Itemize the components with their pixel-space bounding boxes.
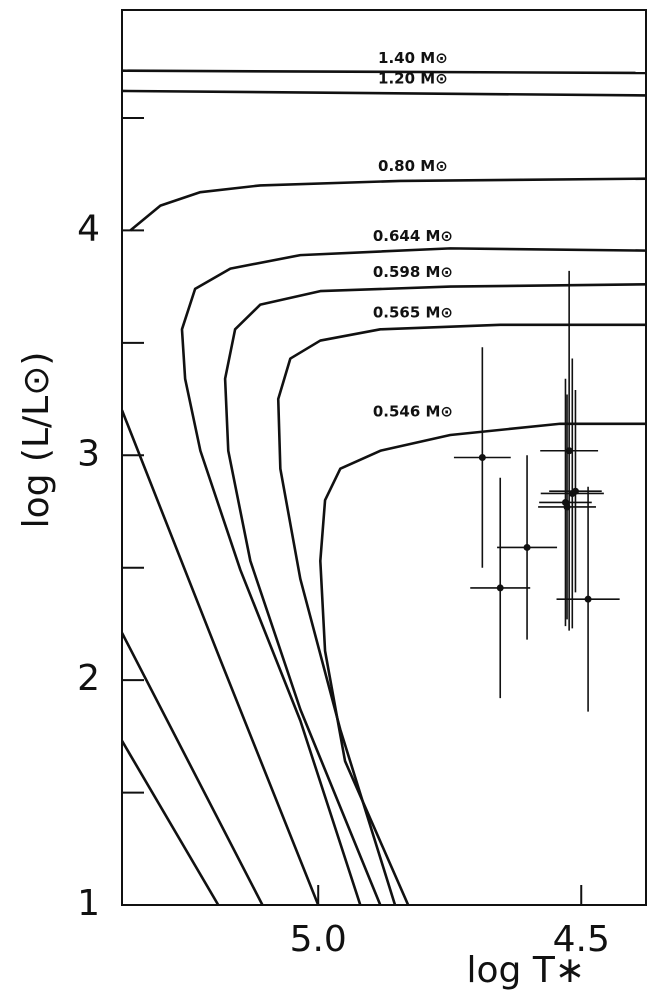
track-label: 0.80 M⊙ xyxy=(378,157,448,175)
y-axis-label: log (L/L⊙) xyxy=(16,352,57,529)
track-line xyxy=(122,409,320,905)
y-tick-label: 1 xyxy=(77,883,100,924)
track-line xyxy=(319,422,647,905)
track-line xyxy=(276,323,647,905)
track-label: 1.20 M⊙ xyxy=(378,69,448,87)
track-line xyxy=(122,69,647,75)
y-tick-label: 2 xyxy=(77,658,100,699)
track-label: 0.644 M⊙ xyxy=(373,227,453,245)
track-line xyxy=(180,247,647,905)
track-label: 0.565 M⊙ xyxy=(373,303,453,321)
track-label: 0.546 M⊙ xyxy=(373,402,453,420)
data-point xyxy=(523,543,531,551)
track-label: 0.598 M⊙ xyxy=(373,263,453,281)
data-point xyxy=(496,584,504,592)
y-tick-label: 4 xyxy=(77,208,100,249)
track-line xyxy=(223,283,647,905)
track-line xyxy=(122,632,264,905)
data-point xyxy=(478,454,486,461)
data-point xyxy=(571,487,579,495)
track-line xyxy=(122,89,647,97)
data-point xyxy=(584,595,592,603)
y-tick-label: 3 xyxy=(77,433,100,474)
track-label: 1.40 M⊙ xyxy=(378,49,448,67)
plot-frame xyxy=(121,9,647,906)
x-tick-label: 4.5 xyxy=(553,919,610,960)
x-axis-label: log T∗ xyxy=(467,950,585,991)
track-line xyxy=(129,177,647,232)
plot-area xyxy=(122,69,647,905)
track-line xyxy=(122,740,220,905)
data-point xyxy=(563,503,571,511)
x-tick-label: 5.0 xyxy=(290,919,347,960)
